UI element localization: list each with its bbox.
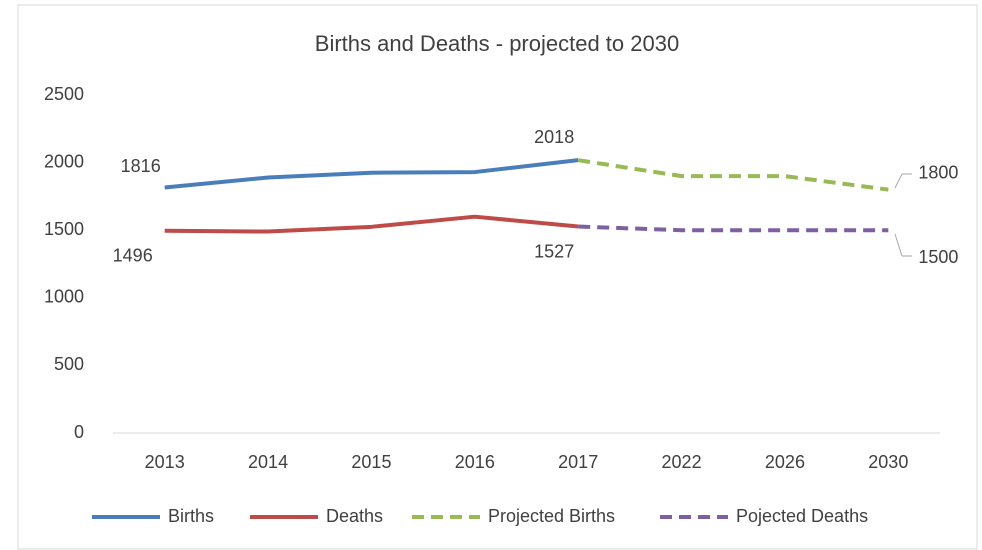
data-label: 1496 [113, 245, 153, 265]
series-line [164, 214, 579, 234]
x-tick-label: 2015 [351, 452, 391, 472]
y-tick-label: 1500 [44, 219, 84, 239]
x-tick-label: 2030 [868, 452, 908, 472]
y-tick-label: 2000 [44, 151, 84, 171]
x-tick-label: 2013 [145, 452, 185, 472]
y-tick-label: 0 [74, 422, 84, 442]
x-tick-label: 2014 [248, 452, 288, 472]
series-line [164, 158, 579, 190]
y-tick-label: 500 [54, 354, 84, 374]
data-label: 1816 [121, 156, 161, 176]
data-label: 1800 [918, 162, 958, 182]
series-line [578, 224, 889, 233]
leader-line [894, 233, 903, 257]
legend-label: Pojected Deaths [736, 506, 868, 526]
x-tick-label: 2022 [662, 452, 702, 472]
y-tick-label: 2500 [44, 84, 84, 104]
chart-title: Births and Deaths - projected to 2030 [315, 31, 679, 56]
data-label: 2018 [534, 127, 574, 147]
x-tick-label: 2017 [558, 452, 598, 472]
x-tick-label: 2016 [455, 452, 495, 472]
series-line [577, 158, 889, 192]
data-label: 1527 [534, 241, 574, 261]
legend-label: Projected Births [488, 506, 615, 526]
legend-label: Births [168, 506, 214, 526]
y-tick-label: 1000 [44, 287, 84, 307]
x-tick-label: 2026 [765, 452, 805, 472]
chart-frame [17, 4, 978, 550]
leader-line [894, 173, 903, 189]
legend-label: Deaths [326, 506, 383, 526]
data-label: 1500 [918, 247, 958, 267]
